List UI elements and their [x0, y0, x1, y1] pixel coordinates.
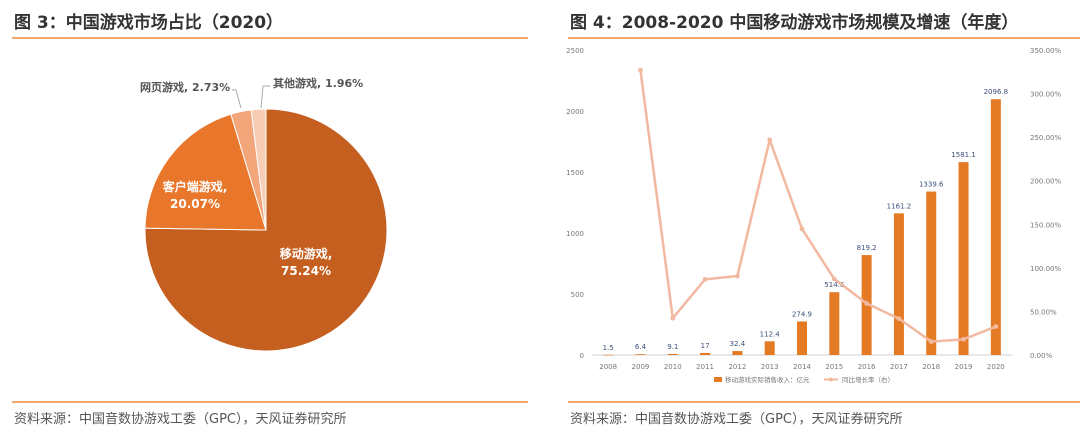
y-right-tick-label: 350.00%	[1030, 47, 1061, 55]
bar-2017	[893, 213, 904, 355]
growth-point	[767, 137, 773, 143]
growth-point	[928, 339, 934, 344]
combo-chart-panel: 图 4：2008-2020 中国移动游戏市场规模及增速（年度） 0 500 1000…	[556, 0, 1080, 438]
pie-value-client: 20.07%	[170, 197, 220, 211]
growth-point	[961, 336, 966, 342]
growth-point	[702, 276, 708, 282]
bar-data-label: 17	[701, 342, 710, 350]
leader-line-other	[260, 85, 270, 109]
bar-2009	[635, 354, 646, 355]
y-right-tick-label: 0.00%	[1030, 352, 1053, 360]
x-tick-label: 2008	[599, 363, 617, 371]
pie-label-web: 网页游戏, 2.73%	[140, 80, 230, 94]
bar-2015	[829, 292, 840, 355]
bar-data-label: 1339.6	[919, 181, 944, 189]
source-divider	[568, 401, 1080, 403]
x-tick-label: 2018	[922, 363, 940, 371]
y-right-tick-label: 150.00%	[1030, 221, 1061, 229]
pie-chart-title: 图 3：中国游戏市场占比（2020）	[14, 13, 284, 33]
y-left-tick-label: 1000	[566, 230, 584, 238]
bar-data-label: 6.4	[635, 343, 647, 351]
legend-line-marker	[829, 377, 833, 382]
source-divider	[12, 401, 528, 403]
bar-data-label: 1.5	[603, 344, 614, 352]
y-right-tick-label: 50.00%	[1030, 308, 1057, 316]
x-tick-label: 2014	[793, 363, 811, 371]
pie-chart: 移动游戏, 75.24% 客户端游戏, 20.07% 网页游戏, 2.73% 其他游戏, …	[140, 76, 388, 352]
x-tick-label: 2009	[632, 363, 650, 371]
bar-2020	[990, 99, 1001, 355]
legend-line-label: 同比增长率（右）	[842, 375, 894, 384]
legend-bar-label: 移动游戏实际销售收入：亿元	[725, 375, 810, 384]
y-right-tick-label: 200.00%	[1030, 178, 1061, 186]
growth-point	[734, 273, 740, 279]
bar-data-label: 9.1	[667, 343, 678, 351]
y-left-tick-label: 0	[580, 352, 584, 360]
y-right-tick-label: 250.00%	[1030, 134, 1061, 142]
pie-chart-panel: 图 3：中国游戏市场占比（2020） 移动游戏, 75.24% 客户端游戏, 20.0…	[0, 0, 528, 438]
growth-point	[670, 315, 676, 321]
combo-chart-title: 图 4：2008-2020 中国移动游戏市场规模及增速（年度）	[570, 13, 1019, 33]
x-tick-label: 2011	[696, 363, 714, 371]
growth-point	[831, 276, 837, 282]
y-left-tick-label: 2000	[566, 108, 584, 116]
x-tick-label: 2015	[825, 363, 843, 371]
y-right-tick-label: 100.00%	[1030, 265, 1061, 273]
leader-line-web	[232, 89, 242, 109]
legend-bar-swatch	[714, 377, 722, 382]
pie-value-mobile: 75.24%	[281, 264, 331, 278]
bar-2012	[732, 351, 743, 355]
bar-data-label: 112.4	[760, 330, 781, 338]
title-divider	[568, 37, 1080, 39]
x-tick-label: 2017	[890, 363, 908, 371]
pie-chart-source: 资料来源：中国音数协游戏工委（GPC），天风证券研究所	[14, 412, 347, 427]
x-tick-label: 2016	[858, 363, 876, 371]
bar-data-label: 819.2	[857, 244, 877, 252]
bar-2014	[797, 321, 807, 355]
bar-2013	[764, 341, 775, 355]
x-tick-label: 2019	[955, 363, 973, 371]
bar-data-label: 514.6	[824, 281, 845, 289]
pie-slice-other	[250, 108, 267, 231]
growth-point	[864, 301, 870, 306]
bar-data-label: 1161.2	[887, 202, 912, 210]
y-left-tick-label: 2500	[566, 47, 584, 55]
bar-data-label: 2096.8	[984, 88, 1009, 96]
growth-point	[638, 67, 643, 73]
pie-slice-mobile	[144, 108, 388, 352]
bar-2019	[958, 162, 969, 355]
pie-slice-client	[144, 113, 267, 231]
growth-point	[896, 316, 902, 322]
pie-label-mobile: 移动游戏,	[280, 246, 333, 261]
growth-point	[993, 324, 999, 329]
bar-2008	[603, 354, 614, 356]
growth-point	[799, 226, 805, 232]
combo-chart: 0 500 1000 1500 2000 2500 0.00% 50.00% 100.00% 15…	[566, 47, 1061, 384]
pie-label-client: 客户端游戏,	[162, 179, 228, 194]
bar-2011	[700, 352, 711, 355]
y-left-tick-label: 1500	[566, 169, 584, 177]
pie-label-other: 其他游戏, 1.96%	[273, 76, 363, 90]
growth-line	[639, 70, 997, 343]
bar-data-label: 32.4	[730, 340, 746, 348]
bar-2010	[667, 353, 678, 355]
bar-data-label: 1581.1	[951, 151, 976, 159]
x-tick-label: 2012	[728, 363, 746, 371]
y-left-tick-label: 500	[571, 291, 584, 299]
combo-chart-source: 资料来源：中国音数协游戏工委（GPC），天风证券研究所	[570, 412, 903, 427]
x-tick-label: 2010	[664, 363, 682, 371]
bar-2018	[926, 191, 937, 355]
x-tick-label: 2020	[987, 363, 1005, 371]
x-tick-label: 2013	[761, 363, 779, 371]
y-right-tick-label: 300.00%	[1030, 91, 1061, 99]
title-divider	[12, 37, 528, 39]
bar-data-label: 274.9	[792, 310, 812, 318]
